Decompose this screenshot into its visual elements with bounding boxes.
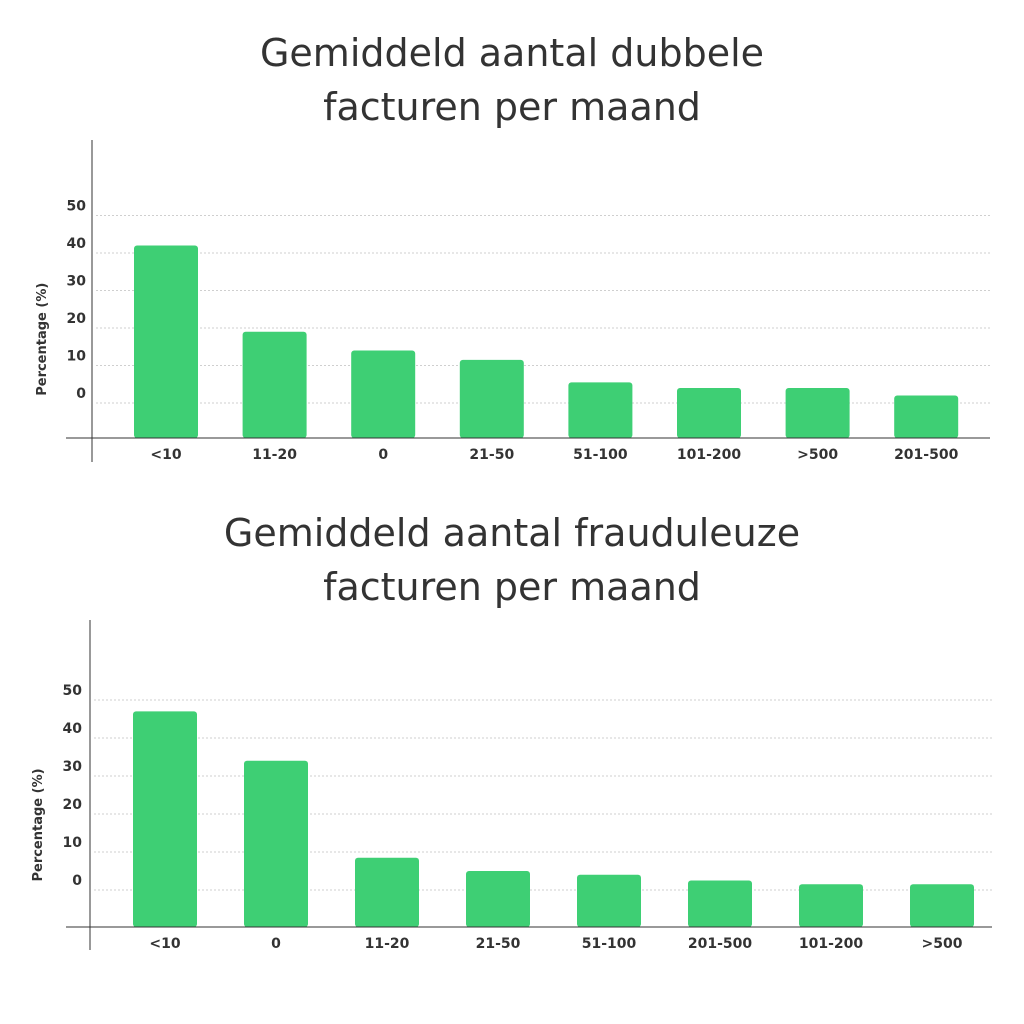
x-tick-label: 51-100 [573, 447, 628, 463]
bar [894, 395, 959, 438]
bar [677, 388, 741, 438]
x-tick-label: <10 [149, 936, 180, 952]
chart-title-line-2: facturen per maand [323, 85, 701, 129]
x-tick-label: >500 [797, 447, 838, 463]
x-tick-label: 21-50 [476, 936, 521, 952]
bar [910, 884, 974, 927]
y-tick-label: 50 [63, 683, 83, 699]
x-tick-label: 51-100 [582, 936, 637, 952]
x-tick-label: 0 [378, 447, 388, 463]
bar [785, 388, 850, 438]
y-tick-label: 50 [67, 199, 87, 215]
chart-title-line-2: facturen per maand [323, 565, 701, 609]
chart-title-line-1: Gemiddeld aantal dubbele [259, 31, 765, 75]
x-tick-label: >500 [922, 936, 963, 952]
y-tick-label: 0 [76, 386, 86, 402]
bar-chart-plot: 50 40 30 20 10 0 <10 11-20 0 21-50 51-100 101-200 >5… [35, 140, 990, 463]
y-tick-label: 40 [63, 721, 83, 737]
x-tick-label: <10 [150, 447, 181, 463]
y-tick-label: 0 [72, 873, 82, 889]
x-tick-label: 101-200 [799, 936, 864, 952]
y-tick-label: 30 [63, 759, 83, 775]
bar [577, 874, 641, 927]
bar [244, 760, 308, 927]
bar [799, 884, 863, 927]
y-tick-label: 20 [67, 311, 87, 327]
x-tick-label: 11-20 [365, 936, 410, 952]
y-tick-label: 10 [67, 349, 87, 365]
x-tick-label: 11-20 [252, 447, 297, 463]
bar [688, 880, 752, 927]
bar [134, 245, 198, 438]
bar [459, 359, 524, 438]
bar-chart-plot: 50 40 30 20 10 0 <10 0 11-20 21-50 51-100 201-500 10… [31, 620, 992, 952]
bar [568, 382, 633, 438]
bar [466, 871, 530, 927]
chart-fraudulent-invoices: Gemiddeld aantal frauduleuze facturen pe… [0, 500, 1024, 1024]
bar [355, 857, 419, 927]
y-tick-label: 30 [67, 274, 87, 290]
bar [133, 711, 197, 927]
y-tick-label: 20 [63, 797, 83, 813]
y-axis-label: Percentage (%) [31, 768, 46, 881]
x-tick-label: 101-200 [677, 447, 742, 463]
x-tick-label: 21-50 [469, 447, 514, 463]
y-axis-label: Percentage (%) [35, 283, 50, 396]
bar [351, 350, 416, 438]
chart-title-line-1: Gemiddeld aantal frauduleuze [223, 511, 801, 555]
y-tick-label: 10 [63, 835, 83, 851]
chart-duplicate-invoices: Gemiddeld aantal dubbele facturen per ma… [0, 0, 1024, 500]
x-tick-label: 0 [271, 936, 281, 952]
x-tick-label: 201-500 [688, 936, 753, 952]
bar [242, 331, 307, 438]
y-tick-label: 40 [67, 236, 87, 252]
chart-title: Gemiddeld aantal frauduleuze facturen pe… [0, 506, 1024, 614]
chart-title: Gemiddeld aantal dubbele facturen per ma… [0, 26, 1024, 134]
x-tick-label: 201-500 [894, 447, 959, 463]
